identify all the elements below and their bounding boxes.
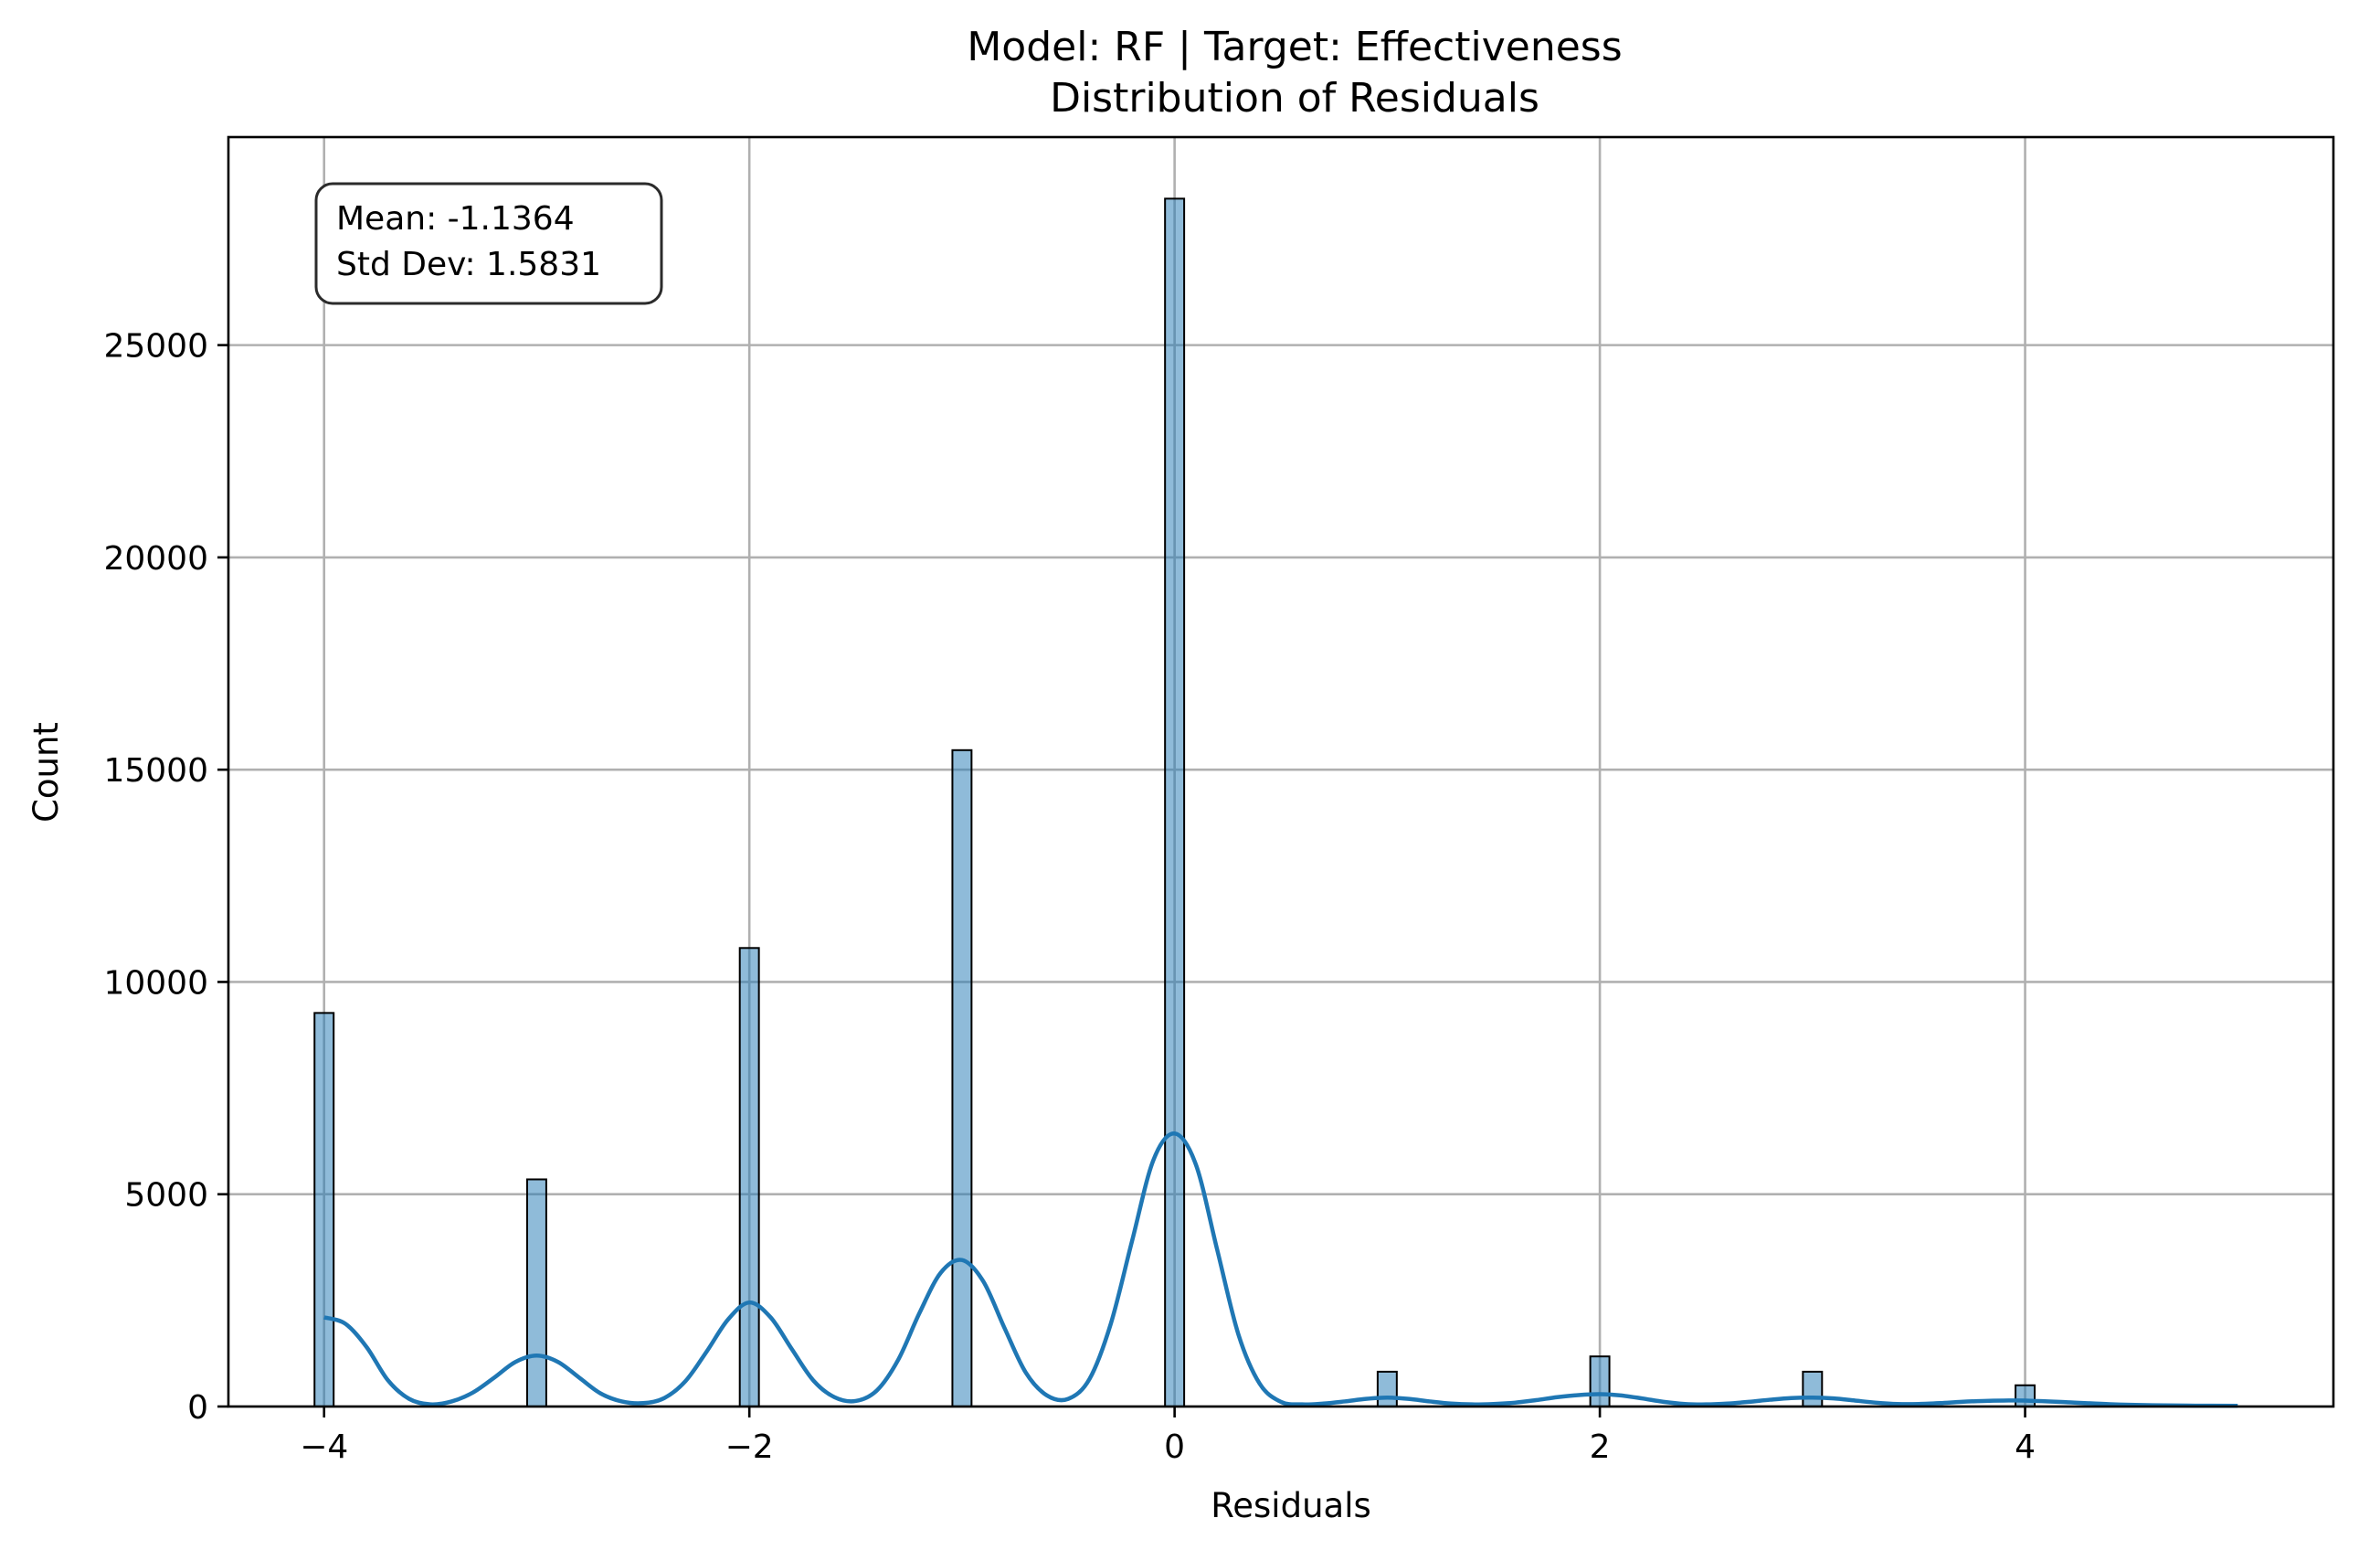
stats-box-frame — [314, 182, 663, 305]
chart-title: Model: RF | Target: Effectiveness — [967, 24, 1622, 70]
histogram-bar — [1164, 197, 1186, 1408]
x-tick-label: −4 — [300, 1428, 348, 1466]
histogram-bar — [738, 947, 760, 1407]
y-tick-label: 15000 — [103, 752, 208, 790]
y-tick-label: 20000 — [103, 540, 208, 578]
x-tick-label: 0 — [1164, 1428, 1185, 1466]
stats-std: Std Dev: 1.5831 — [336, 246, 601, 283]
stats-box: Mean: -1.1364 Std Dev: 1.5831 — [314, 182, 663, 305]
histogram-bar — [2015, 1384, 2036, 1408]
y-axis-ticks: 0 5000 10000 15000 20000 25000 — [103, 328, 228, 1427]
x-tick-label: 4 — [2015, 1428, 2036, 1466]
y-tick-label: 0 — [187, 1389, 208, 1427]
histogram-bar — [1376, 1370, 1398, 1407]
x-tick-label: −2 — [725, 1428, 774, 1466]
kde-curve — [323, 1131, 2238, 1408]
histogram-bar — [951, 748, 973, 1407]
y-tick-label: 25000 — [103, 328, 208, 366]
histogram-bar — [525, 1178, 547, 1407]
histogram-bar — [1802, 1370, 1824, 1407]
plot-frame — [227, 135, 2335, 1408]
stats-mean: Mean: -1.1364 — [336, 200, 575, 238]
x-tick-label: 2 — [1590, 1428, 1611, 1466]
x-axis-ticks: −4 −2 0 2 4 — [300, 1407, 2036, 1466]
y-axis-label: Count — [26, 722, 66, 823]
y-tick-label: 5000 — [124, 1177, 208, 1215]
histogram-bar — [1589, 1355, 1611, 1407]
y-tick-label: 10000 — [103, 964, 208, 1002]
chart-subtitle: Distribution of Residuals — [1050, 75, 1539, 122]
histogram-bar — [313, 1012, 335, 1407]
x-axis-label: Residuals — [1211, 1486, 1371, 1525]
kde-curve-group — [323, 1131, 2238, 1408]
